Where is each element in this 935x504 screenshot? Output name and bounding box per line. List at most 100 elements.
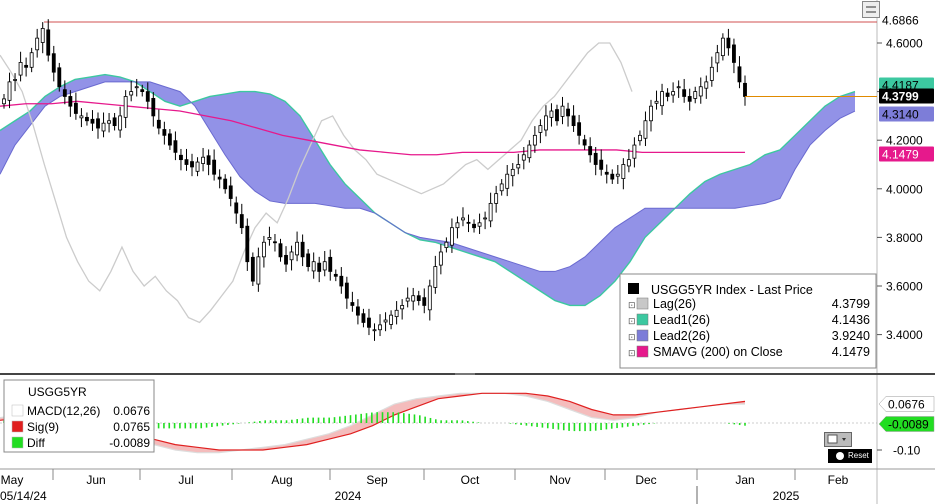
candle-down <box>566 108 570 117</box>
candle-up <box>549 110 554 118</box>
candle-up <box>544 115 548 131</box>
price-tag <box>879 106 934 122</box>
candle-up <box>378 324 382 331</box>
macd-legend-value: 0.0676 <box>113 404 150 418</box>
candle-up <box>438 251 443 266</box>
candle-down <box>96 118 100 129</box>
y-tick-label: 3.8000 <box>886 231 923 245</box>
legend-value: 4.1436 <box>832 313 870 327</box>
macd-tag <box>878 396 935 412</box>
candle-up <box>79 115 84 119</box>
candle-up <box>483 217 488 220</box>
y-tick-label: 4.2000 <box>886 134 923 148</box>
panel-menu-button[interactable] <box>824 432 852 447</box>
candle-up <box>372 329 377 332</box>
candle-up <box>676 86 681 89</box>
candle-up <box>134 86 139 89</box>
candle-up <box>704 81 709 89</box>
candle-up <box>505 173 510 189</box>
candle-up <box>560 105 565 117</box>
legend-swatch <box>636 313 649 326</box>
legend-expander: ⊡ <box>628 316 636 326</box>
y-tick-label: 3.6000 <box>886 280 923 294</box>
candle-up <box>499 183 504 192</box>
candle-up <box>40 28 45 43</box>
y-tick-label: 3.4000 <box>886 328 923 342</box>
legend-swatch <box>636 329 649 342</box>
candle-up <box>527 144 532 159</box>
candle-down <box>24 64 29 68</box>
candle-down <box>687 96 692 102</box>
macd-legend-swatch <box>11 436 24 449</box>
macd-legend: USGG5YR MACD(12,26) 0.0676 Sig(9) 0.0765 Dif… <box>3 379 155 453</box>
candle-up <box>322 261 327 271</box>
price-legend-box <box>619 273 877 369</box>
candle-down <box>665 92 670 97</box>
year-label: 2024 <box>335 489 362 503</box>
candle-up <box>123 96 128 118</box>
candle-down <box>582 139 587 146</box>
candle-down <box>57 67 62 88</box>
legend-label: Lag(26) <box>653 297 696 311</box>
candle-down <box>173 140 178 153</box>
candle-up <box>488 202 493 222</box>
candle-down <box>593 152 598 165</box>
legend-entries: ⊡ Lag(26) 4.3799 ⊡ Lead1(26) 4.1436 ⊡ Lead2(26)… <box>628 297 870 359</box>
candle-down <box>273 241 277 244</box>
candle-down <box>367 317 371 328</box>
candle-up <box>411 295 416 302</box>
candle-up <box>7 81 12 101</box>
candle-up <box>261 241 266 258</box>
candle-up <box>101 122 106 132</box>
candle-down <box>212 159 217 175</box>
legend-expander: ⊡ <box>628 300 636 310</box>
price-tag <box>879 12 934 28</box>
candle-down <box>726 37 731 49</box>
macd-legend-label: Diff <box>27 436 45 450</box>
candle-up <box>449 227 454 246</box>
candle-up <box>18 62 23 76</box>
candle-down <box>85 116 89 122</box>
macd-legend-label: MACD(12,26) <box>27 404 100 418</box>
candle-down <box>223 178 228 190</box>
candle-up <box>35 37 40 51</box>
candle-up <box>2 98 6 105</box>
candle-down <box>571 115 576 127</box>
candle-up <box>621 164 626 179</box>
price-legend: USGG5YR Index - Last Price ⊡ Lag(26) 4.379… <box>619 273 877 369</box>
candle-down <box>317 262 322 272</box>
legend-label: Lead1(26) <box>653 313 710 327</box>
macd-legend-title: USGG5YR <box>28 385 87 399</box>
candle-up <box>427 285 432 311</box>
candle-up <box>400 305 405 310</box>
macd-tag <box>878 416 935 432</box>
candle-down <box>284 254 288 265</box>
cloud-area <box>0 74 855 306</box>
candle-up <box>521 154 526 161</box>
candle-up <box>455 222 460 229</box>
candle-down <box>328 256 333 272</box>
candle-down <box>610 173 615 180</box>
candle-down <box>339 275 344 287</box>
reset-button[interactable]: Reset <box>828 449 872 463</box>
candle-up <box>405 297 410 302</box>
candle-down <box>73 102 78 114</box>
start-date-label: 05/14/24 <box>0 489 47 503</box>
macd-legend-swatch <box>11 404 24 417</box>
candle-up <box>477 222 482 227</box>
candle-down <box>355 306 360 316</box>
candle-down <box>190 161 194 168</box>
candle-down <box>245 225 250 263</box>
chart-options-button[interactable] <box>862 1 880 18</box>
legend-label: SMAVG (200) on Close <box>653 345 783 359</box>
candle-up <box>649 105 653 122</box>
legend-swatch-price <box>628 283 639 294</box>
candle-down <box>737 66 742 83</box>
lead2-line <box>0 81 856 272</box>
candle-down <box>350 302 355 306</box>
month-label: Oct <box>461 473 480 487</box>
lag-line <box>0 42 633 324</box>
year-label: 2025 <box>773 489 800 503</box>
candle-down <box>416 295 421 301</box>
